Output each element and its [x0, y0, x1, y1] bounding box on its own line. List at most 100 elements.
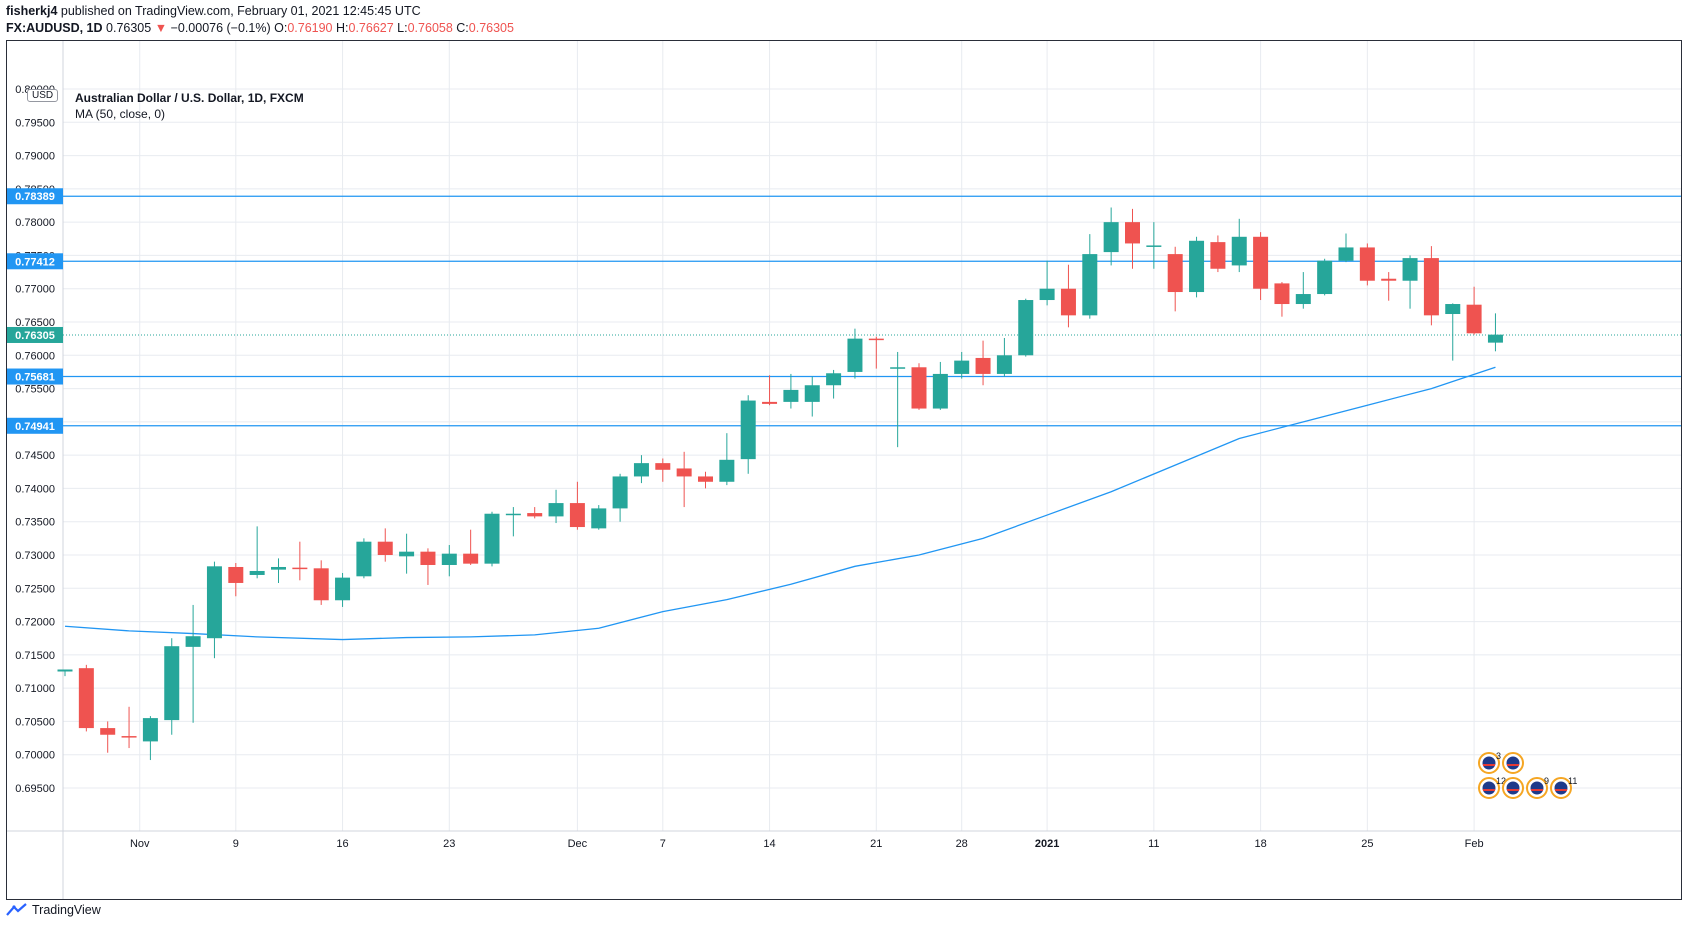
x-tick-label: Dec: [568, 838, 588, 850]
candle-body: [1018, 300, 1034, 356]
candle-body: [847, 338, 863, 372]
candle-body: [975, 357, 991, 374]
y-tick-label: 0.70500: [15, 716, 55, 728]
x-tick-label: 11: [1148, 838, 1159, 850]
high-value: 0.76627: [348, 21, 394, 35]
candle-body: [505, 513, 521, 516]
open-label: O:: [274, 21, 288, 35]
x-tick-label: 28: [956, 838, 968, 850]
y-tick-label: 0.72500: [15, 583, 55, 595]
author-name[interactable]: fisherkj4: [6, 4, 58, 18]
candle-body: [206, 566, 222, 639]
candle-body: [1039, 288, 1055, 301]
candle-body: [890, 367, 906, 369]
candle-body: [228, 566, 244, 583]
publish-info: fisherkj4 published on TradingView.com, …: [6, 4, 421, 18]
candle-body: [1189, 240, 1205, 293]
x-tick-label: 23: [443, 838, 455, 850]
candle-body: [463, 553, 479, 564]
candle-body: [356, 541, 372, 577]
event-count: 12: [1496, 776, 1506, 786]
candle-body: [1103, 222, 1119, 253]
y-tick-label: 0.78000: [15, 217, 55, 229]
candle-body: [633, 463, 649, 477]
x-tick-label: 18: [1254, 838, 1266, 850]
x-tick-label: 2021: [1035, 838, 1059, 850]
candle-body: [1146, 245, 1162, 247]
y-tick-label: 0.74500: [15, 450, 55, 462]
change-text: −0.00076 (−0.1%): [170, 21, 271, 35]
event-flag-icon-inner: [1482, 781, 1496, 795]
event-flag-icon-inner: [1530, 781, 1544, 795]
down-arrow-icon: ▼: [154, 21, 168, 35]
event-count: 3: [1496, 751, 1501, 761]
candle-body: [868, 338, 884, 341]
candle-body: [1317, 260, 1333, 295]
candle-body: [698, 476, 713, 482]
candle-body: [100, 728, 116, 735]
level-label: 0.75681: [15, 372, 55, 384]
candle-body: [1167, 254, 1183, 293]
candle-body: [399, 551, 415, 557]
candle-body: [292, 567, 308, 570]
x-tick-label: 25: [1361, 838, 1373, 850]
candle-body: [1125, 222, 1140, 244]
footer-branding: TradingView: [6, 903, 101, 917]
moving-average-line: [64, 366, 1496, 641]
close-value: 0.76305: [468, 21, 514, 35]
brand-name: TradingView: [32, 903, 101, 917]
candle-body: [783, 389, 799, 402]
candle-body: [954, 360, 970, 374]
level-label: 0.78389: [15, 191, 55, 203]
symbol-label: FX:AUDUSD, 1D: [6, 21, 103, 35]
level-label-bg: [7, 253, 63, 270]
candle-body: [78, 668, 94, 729]
y-tick-label: 0.71000: [15, 683, 55, 695]
candle-body: [1082, 254, 1098, 316]
event-count: 9: [1544, 776, 1549, 786]
candle-body: [591, 508, 607, 529]
level-label: 0.74941: [15, 421, 55, 433]
chart-frame[interactable]: 0.69500 0.70000 0.70500 0.71000 0.71500 0.720…: [6, 40, 1682, 900]
candle-body: [57, 669, 73, 672]
currency-badge[interactable]: USD: [27, 89, 59, 102]
y-tick-label: 0.77000: [15, 284, 55, 296]
x-tick-label: 16: [336, 838, 348, 850]
y-tick-label: 0.73500: [15, 517, 55, 529]
candle-body: [185, 636, 201, 647]
candle-body: [164, 646, 180, 721]
candle-body: [1359, 247, 1375, 281]
candle-body: [655, 463, 671, 470]
level-label-bg: [7, 417, 63, 434]
level-label-bg: [7, 188, 63, 205]
candle-body: [1231, 236, 1247, 266]
candle-body: [1381, 278, 1397, 281]
candle-body: [612, 476, 628, 509]
candle-body: [484, 513, 500, 564]
last-price-label-bg: [7, 326, 63, 343]
y-tick-label: 0.70000: [15, 750, 55, 762]
tradingview-logo-icon: [6, 903, 27, 916]
x-tick-label: Nov: [130, 838, 150, 850]
y-tick-label: 0.76000: [15, 350, 55, 362]
candlestick-chart[interactable]: 0.69500 0.70000 0.70500 0.71000 0.71500 0.720…: [7, 41, 1682, 900]
candle-body: [996, 355, 1012, 374]
y-tick-label: 0.75500: [15, 384, 55, 396]
indicator-label[interactable]: MA (50, close, 0): [75, 107, 166, 121]
candle-body: [569, 503, 585, 528]
symbol-info-bar: FX:AUDUSD, 1D 0.76305 ▼ −0.00076 (−0.1%)…: [6, 21, 514, 35]
candle-body: [1445, 304, 1461, 315]
x-tick-label: 9: [233, 838, 239, 850]
y-tick-label: 0.76500: [15, 317, 55, 329]
y-tick-label: 0.73000: [15, 550, 55, 562]
level-label: 0.77412: [15, 256, 55, 268]
event-flag-icon-inner: [1554, 781, 1568, 795]
candle-body: [313, 568, 329, 601]
candle-body: [142, 718, 158, 742]
candle-body: [719, 459, 735, 482]
candle-body: [1274, 283, 1290, 305]
last-price-text: 0.76305: [106, 21, 152, 35]
candle-body: [441, 553, 457, 565]
candle-body: [1466, 304, 1482, 334]
y-tick-label: 0.79000: [15, 151, 55, 163]
